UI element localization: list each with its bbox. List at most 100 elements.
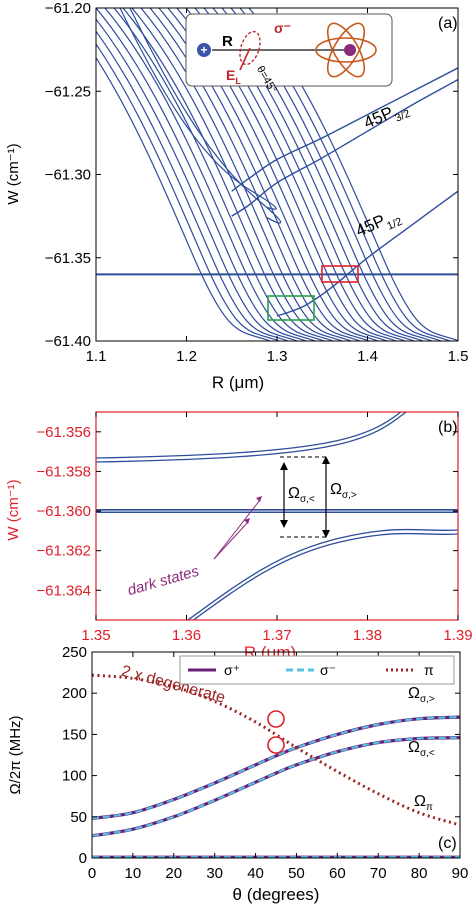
panel-c-frame [91,651,461,859]
p32-sub: 3/2 [393,108,412,125]
red-zoom-box [321,265,359,283]
inset-EL-sub: L [235,76,241,86]
panel-b-y-tick-label: −61.364 [36,582,91,599]
omega-gt-sub: σ,> [342,490,357,501]
marker-circle-upper [267,710,285,728]
p12-curve [276,190,458,317]
panel-c-x-tick-label: 70 [370,865,387,882]
arrowhead-icon [256,496,262,502]
sigma-plus-line [92,715,460,820]
c-omega-gt-main: Ω [408,685,420,702]
panel-c-ylabel: Ω/2π (MHz) [7,715,24,794]
panel-b-y-tick-label: −61.358 [36,463,91,480]
panel-b-curves [96,412,458,620]
panel-b-y-tick-label: −61.360 [36,503,91,520]
positive-ion-icon [197,43,211,57]
panel-c-xlabel: θ (degrees) [233,885,320,904]
arrowhead-icon [244,518,250,524]
panel-c-curves [92,673,460,858]
panel-c-legend: σ⁺ σ⁻ π [179,655,455,685]
pi-line [92,673,460,827]
fan-curve [119,8,277,210]
p12-sub: 1/2 [385,216,404,233]
fan-curve [129,8,282,224]
panel-c-x-tick-label: 80 [411,865,428,882]
inset-EL: E [226,67,235,83]
panel-a-yaxis: −61.20 −61.25 −61.30 −61.35 −61.40 [45,0,458,350]
green-zoom-box [267,295,315,321]
bright-state-upper [96,412,408,463]
c-omega-pi-main: Ω [414,793,426,810]
panel-b: −61.356 −61.358 −61.360 −61.362 −61.364 1.35… [5,411,473,662]
fan-curve [104,8,316,341]
panel-b-x-tick-label: 1.36 [172,627,201,644]
fan-curve [96,30,289,341]
pointer-lower [213,521,249,560]
panel-b-y-tick-label: −61.356 [36,424,91,441]
c-omega-lt-main: Ω [408,739,420,756]
sigma-minus-line [92,736,460,837]
svg-text:EL: EL [226,67,241,86]
panel-a-x-tick-label: 1.3 [267,348,288,365]
panel-a-y-tick-label: −61.40 [45,333,91,350]
svg-text:45P1/2: 45P1/2 [353,205,404,245]
panel-c-x-tick-label: 60 [329,865,346,882]
p32-main: 45P [361,103,396,133]
c-omega-gt-sub: σ,> [420,694,435,705]
inset-sigma: σ⁻ [274,20,291,36]
legend-label-sigma-minus: σ⁻ [320,662,336,678]
panel-c-xaxis: 0 10 20 30 40 50 60 70 80 90 [88,652,468,882]
arrowhead-up-icon [322,456,330,464]
marker-circle-lower [267,736,285,754]
svg-text:45P3/2: 45P3/2 [361,97,412,137]
panel-a-y-tick-label: −61.20 [45,0,91,17]
fan-curve [131,8,343,341]
fan-curve [96,18,298,341]
panel-a-x-tick-label: 1.4 [357,348,378,365]
fan-curve [96,8,307,341]
panel-a-xlabel: R (μm) [212,373,264,392]
panel-c: 0 50 100 150 200 250 0 10 20 30 40 50 60 70 80 90 θ (d… [7,644,468,904]
svg-text:Ωπ: Ωπ [414,793,433,813]
plus-sign-icon: + [200,43,207,57]
panel-b-xaxis: 1.35 1.36 1.37 1.38 1.39 [81,412,473,644]
p12-main: 45P [353,211,388,241]
p32-lower-curve [231,78,458,217]
panel-a-ylabel: W (cm⁻¹) [5,143,22,204]
svg-text:Ωσ,>: Ωσ,> [330,481,357,501]
label-45p12: 45P1/2 [353,205,404,245]
dark-states-label: dark states [126,563,202,600]
panel-c-x-tick-label: 20 [165,865,182,882]
panel-c-y-tick-label: 50 [70,809,87,826]
panel-b-y-tick-label: −61.362 [36,543,91,560]
rydberg-atom-icon [315,22,377,78]
panel-a-x-tick-label: 1.2 [176,348,197,365]
panel-c-y-tick-label: 0 [79,850,87,867]
panel-b-tag: (b) [438,419,458,436]
panel-b-yaxis: −61.356 −61.358 −61.360 −61.362 −61.364 [36,424,458,599]
legend-label-pi: π [424,662,434,678]
panel-b-ylabel: W (cm⁻¹) [5,479,22,540]
panel-c-y-tick-label: 100 [62,768,87,785]
field-vector-icon [239,47,251,71]
panel-c-y-tick-label: 250 [62,644,87,661]
panel-c-y-tick-label: 150 [62,726,87,743]
panel-b-x-tick-label: 1.38 [353,627,382,644]
geometry-inset: + R σ⁻ EL θ=45° [185,13,393,95]
panel-c-tag: (c) [438,835,457,852]
panel-a: −61.20 −61.25 −61.30 −61.35 −61.40 1.1 1.2 1.3… [5,0,468,392]
pointer-upper [213,499,261,560]
polarization-ellipse [239,30,261,66]
panel-c-lines [92,673,460,858]
panel-b-lines [96,412,458,620]
bright-state-lower [187,528,458,620]
inset-R: R [222,33,233,50]
legend-label-sigma-plus: σ⁺ [224,662,240,678]
c-omega-pi-sub: π [426,802,433,813]
omega-lt-sub: σ,< [300,494,315,505]
arrowhead-down-icon [280,520,288,528]
panel-c-y-tick-label: 200 [62,685,87,702]
panel-c-x-tick-label: 40 [247,865,264,882]
p32-upper-curve [231,67,458,192]
